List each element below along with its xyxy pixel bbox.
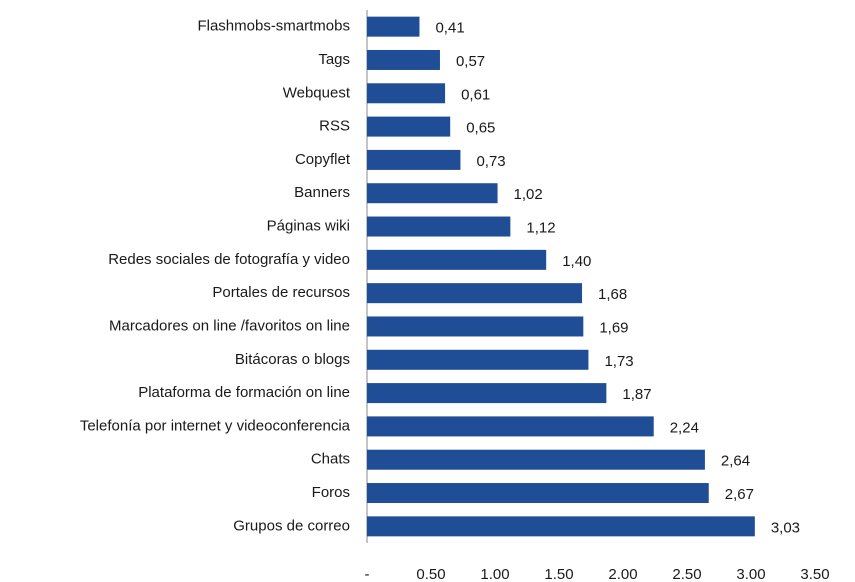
bar — [367, 216, 511, 237]
value-label: 3,03 — [771, 519, 800, 536]
value-label: 2,67 — [725, 486, 754, 503]
bar — [367, 416, 654, 437]
y-tick-label: Tags — [318, 51, 350, 68]
x-tick-label: 0.50 — [416, 566, 445, 582]
y-tick-label: Bitácoras o blogs — [235, 351, 350, 368]
value-label: 1,69 — [599, 319, 628, 336]
value-label: 0,73 — [476, 153, 505, 170]
value-label: 0,57 — [456, 53, 485, 70]
y-tick-label: RSS — [319, 118, 350, 135]
x-tick-label: 2.50 — [672, 566, 701, 582]
x-tick-label: - — [365, 566, 370, 582]
bar — [367, 283, 583, 304]
bar — [367, 183, 498, 204]
bar — [367, 316, 584, 337]
bar — [367, 149, 461, 170]
value-label: 0,41 — [435, 20, 464, 37]
y-tick-label: Webquest — [283, 84, 351, 101]
y-tick-label: Plataforma de formación on line — [138, 384, 350, 401]
value-label: 0,61 — [461, 86, 490, 103]
y-tick-label: Telefonía por internet y videoconferenci… — [80, 417, 351, 434]
value-label: 1,87 — [622, 386, 651, 403]
x-tick-label: 3.50 — [800, 566, 829, 582]
bar — [367, 516, 755, 537]
x-tick-label: 2.00 — [608, 566, 637, 582]
value-label: 1,73 — [604, 353, 633, 370]
y-tick-label: Copyflet — [295, 151, 351, 168]
bar — [367, 83, 446, 104]
y-tick-label: Chats — [311, 451, 350, 468]
bar — [367, 483, 709, 504]
bar — [367, 16, 420, 37]
value-label: 1,68 — [598, 286, 627, 303]
x-tick-label: 3.00 — [736, 566, 765, 582]
value-label: 1,40 — [562, 253, 591, 270]
bar — [367, 249, 547, 270]
y-tick-label: Foros — [312, 484, 350, 501]
y-tick-label: Portales de recursos — [212, 284, 350, 301]
value-label: 2,64 — [721, 453, 750, 470]
value-label: 1,12 — [526, 220, 555, 237]
value-label: 2,24 — [670, 419, 699, 436]
value-label: 1,02 — [514, 186, 543, 203]
value-label: 0,65 — [466, 120, 495, 137]
y-tick-label: Flashmobs-smartmobs — [197, 18, 350, 35]
y-tick-label: Páginas wiki — [267, 218, 350, 235]
bar — [367, 49, 440, 70]
bar — [367, 449, 705, 470]
bar — [367, 383, 607, 404]
y-tick-label: Redes sociales de fotografía y video — [108, 251, 350, 268]
bar — [367, 116, 451, 137]
y-tick-label: Banners — [294, 184, 350, 201]
y-tick-label: Marcadores on line /favoritos on line — [109, 317, 350, 334]
y-tick-label: Grupos de correo — [233, 517, 350, 534]
x-tick-label: 1.00 — [480, 566, 509, 582]
x-tick-label: 1.50 — [544, 566, 573, 582]
bar — [367, 349, 589, 370]
